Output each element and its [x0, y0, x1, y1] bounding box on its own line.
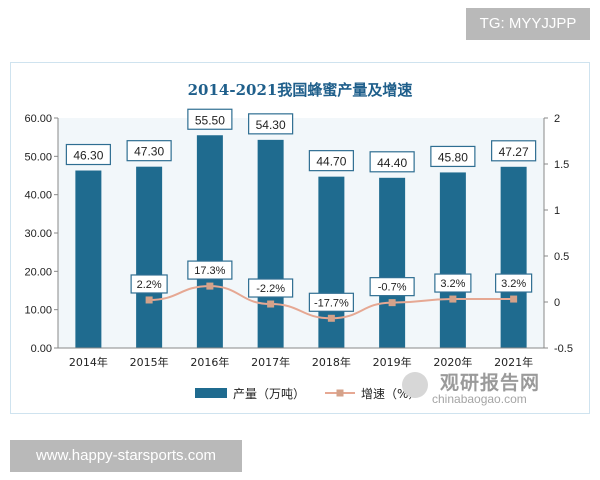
left-axis-tick-label: 30.00	[24, 228, 52, 240]
x-tick-label: 2016年	[190, 355, 229, 369]
x-tick-label: 2018年	[312, 355, 351, 369]
bar-label-box	[248, 113, 294, 135]
bar	[439, 172, 466, 348]
right-axis: -0.5 0 0.5 1 1.5 2	[543, 113, 573, 355]
growth-value-label: -0.7%	[378, 282, 407, 294]
growth-point	[510, 295, 518, 303]
watermark-top: TG: MYYJJPP	[466, 8, 590, 40]
bar	[379, 177, 406, 348]
growth-label-box	[434, 273, 472, 293]
chart-title: 2014-2021我国蜂蜜产量及增速	[188, 81, 413, 99]
bar-label-box	[126, 140, 172, 162]
bar-value-label: 44.40	[377, 156, 407, 170]
x-tick-label: 2017年	[251, 355, 290, 369]
left-axis-tick-label: 10.00	[24, 305, 52, 317]
growth-label-box	[187, 260, 233, 280]
bar-label-box	[65, 143, 111, 166]
growth-label-box	[369, 277, 415, 297]
line-series: 2.2% 17.3% -2.2% -17.7% -0.7% 3.2% 3.2%	[130, 260, 533, 322]
left-axis-tick-label: 20.00	[24, 266, 52, 278]
bar-label-box	[491, 140, 537, 162]
right-axis-tick-label: 0	[554, 297, 560, 309]
watermark-bottom: www.happy-starsports.com	[10, 440, 242, 472]
x-tick-label: 2019年	[373, 355, 412, 369]
growth-point	[145, 296, 153, 304]
bar-label-box	[308, 150, 354, 172]
growth-label-box	[130, 274, 168, 294]
brand-icon	[402, 372, 428, 398]
bar	[318, 176, 345, 348]
growth-value-label: 3.2%	[501, 278, 526, 290]
legend: 产量（万吨） 增速（%）	[195, 387, 420, 401]
bar	[257, 139, 284, 348]
left-axis-tick-label: 40.00	[24, 190, 52, 202]
bar	[136, 166, 163, 348]
legend-bar-swatch	[195, 388, 227, 398]
growth-point	[267, 300, 275, 308]
growth-label-box	[495, 273, 533, 293]
bar-value-label: 55.50	[195, 113, 225, 127]
bar	[75, 170, 102, 348]
growth-point	[327, 314, 335, 322]
left-axis: 0.00 10.00 20.00 30.00 40.00 50.00 60.00	[24, 113, 59, 355]
growth-value-label: 17.3%	[194, 265, 225, 277]
right-axis-tick-label: -0.5	[554, 343, 573, 355]
bar-value-label: 45.80	[438, 150, 468, 164]
x-tick-label: 2015年	[130, 355, 169, 369]
bar-value-label: 44.70	[316, 155, 346, 169]
bar-label-box	[430, 145, 476, 168]
legend-line-marker	[336, 389, 344, 397]
growth-value-label: 2.2%	[137, 279, 162, 291]
growth-point	[449, 295, 457, 303]
growth-point	[388, 299, 396, 307]
legend-bar-label: 产量（万吨）	[233, 387, 305, 401]
bar-value-label: 54.30	[256, 118, 286, 132]
growth-value-label: -2.2%	[256, 283, 285, 295]
bar-label-box	[369, 151, 415, 173]
bar-value-label: 47.27	[499, 145, 529, 159]
x-tick-label: 2020年	[433, 355, 472, 369]
growth-value-label: -17.7%	[314, 297, 349, 309]
brand-name-cn: 观研报告网	[440, 372, 541, 394]
brand-name-en: chinabaogao.com	[432, 392, 527, 406]
right-axis-tick-label: 1.5	[554, 159, 569, 171]
right-axis-tick-label: 0.5	[554, 251, 569, 263]
growth-point	[206, 282, 214, 290]
x-axis: 2014年 2015年 2016年 2017年 2018年 2019年 2020年 2021年	[69, 355, 533, 369]
growth-label-box	[308, 292, 354, 312]
left-axis-tick-label: 60.00	[24, 113, 52, 125]
bar-value-label: 47.30	[134, 145, 164, 159]
left-axis-tick-label: 50.00	[24, 151, 52, 163]
bar-value-label: 46.30	[73, 149, 103, 163]
x-tick-label: 2014年	[69, 355, 108, 369]
left-axis-tick-label: 0.00	[31, 343, 52, 355]
right-axis-tick-label: 1	[554, 205, 560, 217]
bar	[500, 166, 527, 348]
bar	[196, 135, 223, 348]
x-tick-label: 2021年	[494, 355, 533, 369]
brand-logo: 观研报告网 chinabaogao.com	[402, 368, 572, 408]
growth-label-box	[248, 278, 294, 298]
bar-label-box	[187, 108, 233, 130]
right-axis-tick-label: 2	[554, 113, 560, 125]
growth-value-label: 3.2%	[440, 278, 465, 290]
